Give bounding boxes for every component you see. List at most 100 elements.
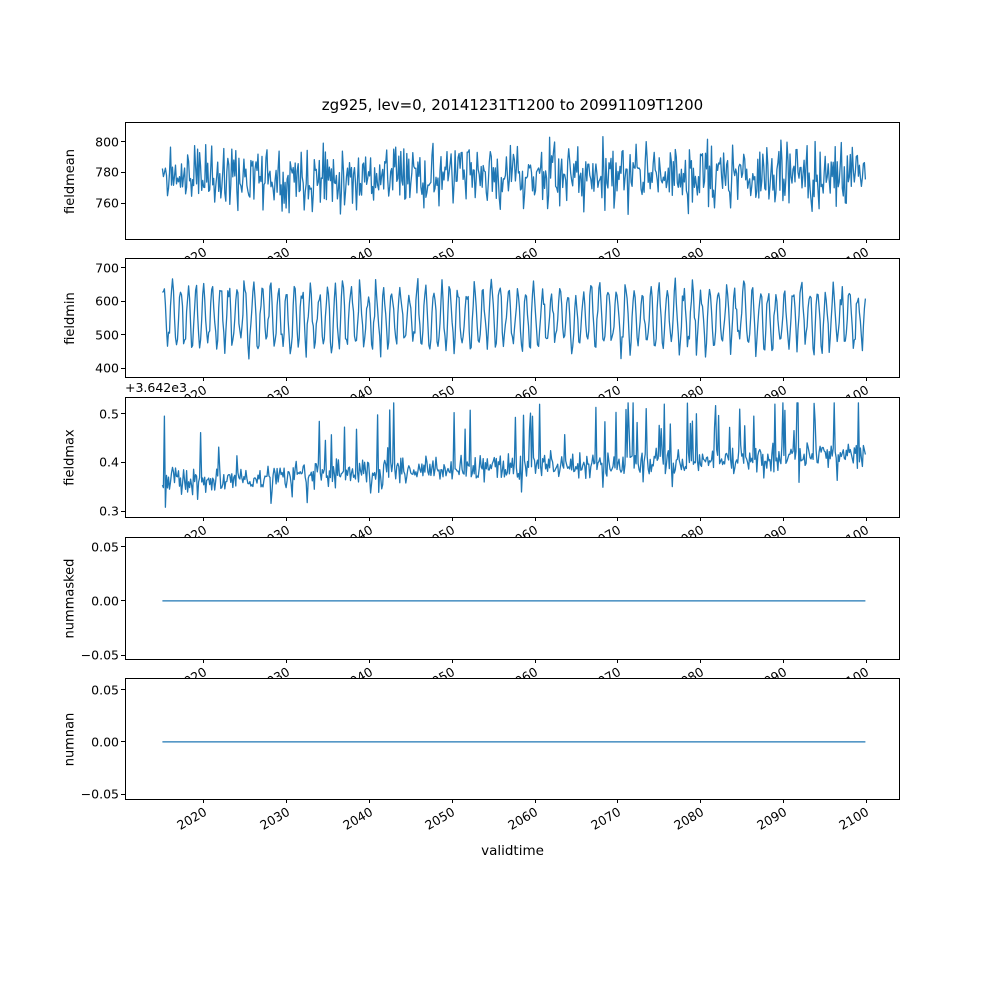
x-tick-mark (782, 239, 784, 243)
y-tick-label: 500 (95, 327, 119, 343)
line-series-fieldmax (161, 402, 867, 508)
x-tick-mark (368, 239, 370, 243)
x-tick-mark (534, 517, 536, 521)
x-tick-mark (700, 239, 702, 243)
x-tick-mark (368, 517, 370, 521)
x-tick-mark (451, 239, 453, 243)
y-tick-mark (121, 267, 126, 269)
x-tick-label: 2080 (671, 804, 707, 833)
y-axis-label: fieldmin (62, 291, 78, 345)
chart-title: zg925, lev=0, 20141231T1200 to 20991109T… (321, 96, 704, 114)
x-tick-mark (865, 659, 867, 663)
axis-offset-label: +3.642e3 (125, 380, 187, 395)
x-tick-mark (782, 377, 784, 381)
x-tick-mark (700, 659, 702, 663)
x-tick-mark (865, 377, 867, 381)
x-tick-mark (451, 799, 453, 803)
y-tick-mark (121, 793, 126, 795)
y-tick-label: 700 (95, 260, 119, 276)
subplot-numnan: numnan −0.05 0.00 0.05 2020 2030 2040 2050 2060… (63, 678, 900, 833)
x-tick-mark (203, 659, 205, 663)
y-tick-label: 400 (95, 360, 119, 376)
y-tick-mark (121, 367, 126, 369)
x-tick-mark (617, 239, 619, 243)
x-tick-mark (286, 239, 288, 243)
x-tick-mark (203, 239, 205, 243)
x-tick-label: 2090 (753, 804, 789, 833)
x-axis-label: validtime (481, 843, 544, 859)
x-tick-label: 2060 (505, 804, 541, 833)
y-axis-label-wrap: numnan (62, 679, 78, 799)
y-axis-label-wrap: nummasked (62, 538, 78, 659)
x-tick-label: 2070 (588, 804, 624, 833)
y-tick-mark (121, 461, 126, 463)
y-tick-label: 0.00 (91, 593, 119, 609)
y-tick-label: −0.05 (80, 786, 119, 802)
y-tick-mark (121, 334, 126, 336)
y-axis-label-wrap: fieldmean (62, 123, 78, 239)
y-tick-mark (121, 300, 126, 302)
x-tick-mark (782, 659, 784, 663)
y-tick-mark (121, 546, 126, 548)
x-tick-mark (286, 517, 288, 521)
x-tick-label: 2050 (422, 804, 458, 833)
x-tick-mark (203, 517, 205, 521)
y-axis-label-wrap: fieldmin (62, 259, 78, 377)
x-tick-mark (865, 517, 867, 521)
x-tick-mark (617, 659, 619, 663)
y-axis-label: nummasked (62, 558, 78, 639)
x-tick-mark (534, 659, 536, 663)
x-tick-mark (700, 799, 702, 803)
y-tick-label: 0.00 (91, 734, 119, 750)
x-tick-mark (782, 799, 784, 803)
x-tick-mark (368, 377, 370, 381)
x-tick-mark (617, 517, 619, 521)
x-tick-mark (534, 377, 536, 381)
y-tick-label: 800 (95, 134, 119, 150)
x-tick-label: 2100 (836, 804, 872, 833)
subplot-fieldmax: fieldmax 0.30.40.52020203020402050206020… (63, 397, 900, 551)
x-tick-mark (782, 517, 784, 521)
x-tick-mark (286, 659, 288, 663)
y-tick-label: 0.4 (99, 454, 119, 470)
x-tick-label: 2040 (339, 804, 375, 833)
y-axis-label: fieldmean (62, 148, 78, 214)
y-tick-label: 0.3 (99, 503, 119, 519)
x-tick-mark (368, 659, 370, 663)
y-axis-label-wrap: fieldmax (62, 398, 78, 517)
y-tick-label: 0.05 (91, 682, 119, 698)
y-tick-mark (121, 689, 126, 691)
y-axis-label: numnan (62, 712, 78, 766)
x-tick-mark (286, 799, 288, 803)
x-tick-mark (203, 799, 205, 803)
y-tick-mark (121, 141, 126, 143)
x-tick-mark (451, 659, 453, 663)
y-tick-mark (121, 171, 126, 173)
x-tick-mark (534, 799, 536, 803)
x-tick-mark (865, 239, 867, 243)
y-tick-mark (121, 654, 126, 656)
x-tick-mark (451, 377, 453, 381)
y-tick-mark (121, 413, 126, 415)
y-tick-mark (121, 510, 126, 512)
x-tick-mark (617, 377, 619, 381)
x-tick-mark (865, 799, 867, 803)
subplot-fieldmean: fieldmean 760780800202020302040205020602… (63, 122, 900, 273)
y-tick-label: 0.5 (99, 406, 119, 422)
subplot-nummasked: nummasked −0.050.000.0520202030204020502… (63, 537, 900, 693)
x-tick-label: 2020 (174, 804, 210, 833)
y-tick-label: 600 (95, 293, 119, 309)
y-tick-label: 780 (95, 164, 119, 180)
x-tick-mark (368, 799, 370, 803)
line-series-fieldmean (161, 136, 867, 215)
x-tick-mark (700, 377, 702, 381)
y-tick-label: 760 (95, 195, 119, 211)
y-tick-mark (121, 600, 126, 602)
y-tick-label: −0.05 (80, 647, 119, 663)
x-tick-mark (286, 377, 288, 381)
x-tick-mark (203, 377, 205, 381)
x-tick-mark (700, 517, 702, 521)
x-tick-mark (534, 239, 536, 243)
x-tick-mark (451, 517, 453, 521)
